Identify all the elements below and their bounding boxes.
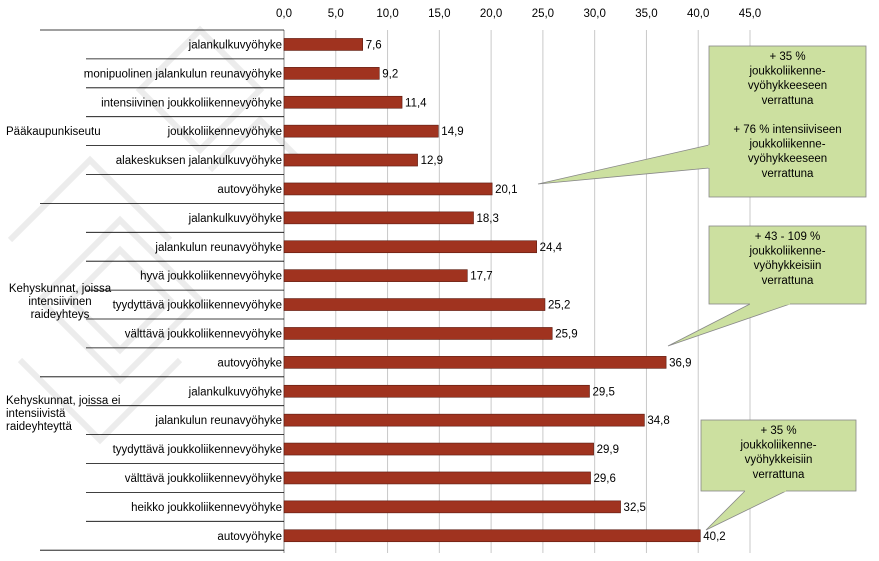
category-label: hyvä joukkoliikennevyöhyke bbox=[140, 271, 282, 283]
bar bbox=[283, 67, 380, 80]
x-tick-label: 40,0 bbox=[687, 8, 709, 20]
value-labels: 7,6 9,2 11,4 14,9 12,9 20,1 18,3 24,4 17,7 25,2 25… bbox=[366, 39, 726, 542]
x-tick-label: 10,0 bbox=[376, 8, 398, 20]
category-label: heikko joukkoliikennevyöhyke bbox=[131, 502, 282, 514]
value-label: 7,6 bbox=[366, 39, 382, 51]
bar bbox=[283, 384, 590, 398]
watermark-shape bbox=[7, 155, 173, 243]
bar bbox=[283, 413, 645, 427]
category-label: autovyöhyke bbox=[217, 357, 282, 369]
value-label: 25,2 bbox=[548, 300, 570, 312]
callout-box bbox=[708, 45, 867, 198]
bar bbox=[283, 298, 546, 311]
category-label: tyydyttävä joukkoliikennevyöhyke bbox=[113, 300, 282, 312]
watermark-shape bbox=[207, 115, 303, 173]
category-label: tyydyttävä joukkoliikennevyöhyke bbox=[113, 444, 282, 456]
callout-text: + 43 - 109 % joukkoliikenne-vyöhykkeisiin… bbox=[748, 231, 825, 287]
category-label: alakeskuksen jalankulkuvyöhyke bbox=[116, 155, 282, 167]
category-label: intensiivinen joukkoliikennevyöhyke bbox=[101, 97, 282, 109]
category-label: autovyöhyke bbox=[217, 184, 282, 196]
value-label: 17,7 bbox=[470, 271, 492, 283]
callout-pointer bbox=[667, 303, 791, 347]
grid-lines bbox=[283, 30, 751, 553]
category-label: monipuolinen jalankulun reunavyöhyke bbox=[84, 68, 282, 80]
bar bbox=[283, 124, 439, 138]
value-label: 20,1 bbox=[495, 184, 517, 196]
group-label: Kehyskunnat, joissa intensiivinen raideyht… bbox=[9, 283, 112, 321]
category-label: jalankulun reunavyöhyke bbox=[154, 415, 282, 427]
category-label: autovyöhyke bbox=[217, 531, 282, 543]
watermark-shape bbox=[135, 25, 265, 155]
value-label: 34,8 bbox=[647, 415, 669, 427]
callouts: + 35 % joukkoliikenne-vyöhykkeeseen verrat… bbox=[537, 45, 867, 531]
group-labels: Pääkaupunkiseutu Kehyskunnat, joissa inten… bbox=[6, 126, 120, 433]
bar bbox=[283, 153, 418, 167]
value-label: 32,5 bbox=[624, 502, 646, 514]
x-tick-label: 30,0 bbox=[583, 8, 605, 20]
bar bbox=[283, 500, 621, 514]
value-label: 40,2 bbox=[703, 531, 725, 543]
bar bbox=[283, 182, 493, 196]
x-axis-ticks: 0,0 5,0 10,0 15,0 20,0 25,0 30,0 35,0 40,0 45,0 bbox=[276, 8, 761, 20]
group-label: Pääkaupunkiseutu bbox=[6, 126, 101, 138]
value-label: 25,9 bbox=[555, 328, 577, 340]
bar bbox=[283, 95, 403, 109]
category-label: jalankulkuvyöhyke bbox=[188, 386, 282, 398]
value-label: 29,6 bbox=[594, 473, 616, 485]
category-label: joukkoliikennevyöhyke bbox=[167, 126, 282, 138]
callout-pointer bbox=[705, 490, 787, 531]
value-label: 14,9 bbox=[441, 126, 463, 138]
callout-text: + 35 % joukkoliikenne-vyöhykkeisiin verrat… bbox=[739, 425, 816, 481]
background-watermark bbox=[7, 25, 303, 445]
category-label: välttävä joukkoliikennevyöhyke bbox=[125, 473, 282, 485]
callout: + 35 % joukkoliikenne-vyöhykkeisiin verrat… bbox=[700, 419, 857, 531]
category-labels: jalankulkuvyöhyke monipuolinen jalankulun… bbox=[84, 39, 282, 542]
callout-text: + 35 % joukkoliikenne-vyöhykkeeseen verrat… bbox=[733, 51, 841, 180]
x-tick-label: 15,0 bbox=[428, 8, 450, 20]
bar bbox=[283, 240, 537, 254]
value-label: 29,5 bbox=[592, 386, 614, 398]
group-label: Kehyskunnat, joissa ei intensiivistä raide… bbox=[6, 395, 120, 433]
category-label: jalankulkuvyöhyke bbox=[188, 213, 282, 225]
callout: + 35 % joukkoliikenne-vyöhykkeeseen verrat… bbox=[537, 45, 867, 198]
watermark-shape bbox=[17, 357, 183, 445]
value-label: 18,3 bbox=[477, 213, 499, 225]
value-label: 12,9 bbox=[421, 155, 443, 167]
x-tick-label: 20,0 bbox=[480, 8, 502, 20]
category-label: välttävä joukkoliikennevyöhyke bbox=[125, 328, 282, 340]
bar bbox=[283, 471, 591, 485]
value-label: 9,2 bbox=[382, 68, 398, 80]
x-tick-label: 35,0 bbox=[635, 8, 657, 20]
callout-box bbox=[700, 419, 857, 492]
watermark-shape bbox=[35, 215, 205, 385]
value-label: 11,4 bbox=[405, 97, 427, 109]
bar bbox=[283, 269, 468, 282]
x-tick-label: 5,0 bbox=[328, 8, 344, 20]
bar bbox=[283, 442, 594, 456]
category-label: jalankulun reunavyöhyke bbox=[154, 242, 282, 254]
watermark-shape bbox=[65, 245, 175, 355]
value-label: 24,4 bbox=[540, 242, 563, 254]
callout-box bbox=[708, 225, 867, 305]
bar bbox=[283, 356, 667, 369]
value-label: 36,9 bbox=[669, 357, 691, 369]
x-tick-label: 0,0 bbox=[276, 8, 292, 20]
bars bbox=[283, 38, 701, 543]
x-tick-label: 45,0 bbox=[739, 8, 761, 20]
bar bbox=[283, 38, 364, 51]
callout-pointer bbox=[537, 144, 710, 185]
callout: + 43 - 109 % joukkoliikenne-vyöhykkeisiin… bbox=[667, 225, 867, 347]
bar bbox=[283, 327, 553, 340]
x-tick-label: 25,0 bbox=[532, 8, 554, 20]
value-label: 29,9 bbox=[597, 444, 619, 456]
category-label: jalankulkuvyöhyke bbox=[188, 39, 282, 51]
category-separators bbox=[40, 29, 284, 551]
bar bbox=[283, 211, 474, 225]
bar bbox=[283, 529, 701, 543]
